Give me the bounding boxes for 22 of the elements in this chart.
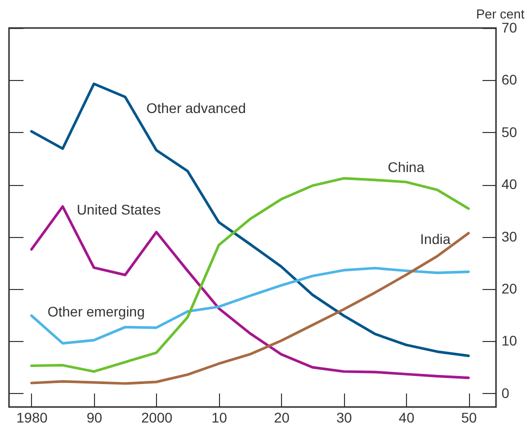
series-label: United States bbox=[76, 202, 161, 218]
y-tick-label: 10 bbox=[502, 332, 518, 349]
y-tick-label: 30 bbox=[502, 228, 518, 244]
series-label: Other advanced bbox=[146, 100, 246, 116]
y-tick-label: 60 bbox=[502, 72, 518, 88]
x-tick-label: 30 bbox=[336, 410, 352, 425]
series-label: Other emerging bbox=[47, 304, 145, 320]
x-tick-label: 40 bbox=[398, 410, 415, 425]
y-tick-label: 0 bbox=[502, 384, 510, 401]
x-tick-label: 1980 bbox=[16, 410, 48, 425]
series-label: China bbox=[388, 159, 425, 175]
x-tick-label: 20 bbox=[274, 410, 290, 425]
y-tick-label: 50 bbox=[502, 124, 518, 140]
y-tick-label: 40 bbox=[502, 176, 518, 192]
x-tick-label: 10 bbox=[211, 410, 228, 425]
x-tick-label: 2000 bbox=[141, 410, 173, 425]
y-tick-label: 20 bbox=[502, 280, 518, 297]
x-tick-label: 50 bbox=[461, 410, 478, 425]
series-label: India bbox=[420, 231, 451, 248]
x-tick-label: 90 bbox=[86, 410, 102, 425]
y-axis-title: Per cent bbox=[476, 6, 525, 22]
y-tick-label: 70 bbox=[502, 20, 518, 36]
